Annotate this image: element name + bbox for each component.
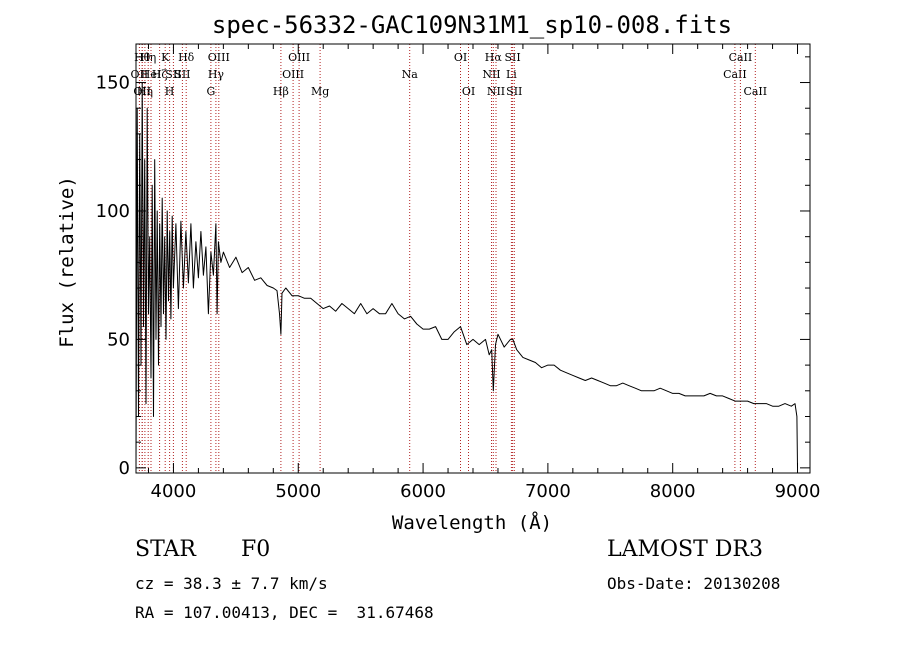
x-tick-label: 7000: [525, 481, 571, 502]
marker-label: SII: [174, 68, 190, 81]
marker-label: OIII: [282, 68, 304, 81]
marker-label: HeI: [141, 68, 161, 81]
line-markers: OIIHθOIIHηHηHeIHζKHSIIHδSIIGHγOIIIHβOIII…: [131, 44, 767, 473]
marker-label: OIII: [208, 51, 230, 64]
marker-label: Hη: [140, 51, 156, 64]
plot-frame: [135, 43, 811, 474]
marker-label: SII: [506, 85, 522, 98]
marker-label: OIII: [288, 51, 310, 64]
marker-label: Hζ: [152, 68, 168, 81]
marker-label: OI: [462, 85, 475, 98]
marker-label: Hβ: [273, 85, 289, 98]
marker-label: NII: [487, 85, 505, 98]
x-tick-label: 4000: [151, 481, 197, 502]
spectrum-series: [135, 82, 798, 468]
axis-ticks: 4000 5000 6000 7000 8000 9000 0 50 100 150: [96, 44, 821, 502]
x-tick-label: 8000: [650, 481, 696, 502]
marker-label: Li: [506, 68, 517, 81]
redshift-text: cz = 38.3 ± 7.7 km/s: [135, 574, 328, 593]
chart-title: spec-56332-GAC109N31M1_sp10-008.fits: [212, 11, 732, 39]
marker-label: Hγ: [208, 68, 225, 81]
marker-label: H: [165, 85, 175, 98]
y-tick-label: 100: [96, 201, 130, 222]
y-tick-label: 0: [119, 458, 130, 479]
marker-label: OII: [131, 68, 149, 81]
marker-label: K: [161, 51, 170, 64]
object-class: STAR: [135, 537, 196, 562]
x-tick-label: 6000: [400, 481, 446, 502]
marker-label: CaII: [743, 85, 767, 98]
marker-label: OI: [454, 51, 467, 64]
spectrum-line: [135, 82, 798, 468]
survey-label: LAMOST DR3: [607, 537, 763, 562]
marker-label: NII: [482, 68, 500, 81]
y-axis-label: Flux (relative): [56, 176, 78, 348]
marker-label: CaII: [723, 68, 747, 81]
object-subclass: F0: [241, 537, 271, 562]
y-tick-label: 150: [96, 73, 130, 94]
x-tick-label: 5000: [275, 481, 321, 502]
marker-label: SII: [165, 68, 181, 81]
marker-label: CaII: [729, 51, 753, 64]
x-tick-label: 9000: [775, 481, 821, 502]
y-tick-label: 50: [107, 329, 130, 350]
x-axis-label: Wavelength (Å): [392, 511, 552, 534]
coordinates-text: RA = 107.00413, DEC = 31.67468: [135, 603, 434, 622]
marker-label: Hα: [485, 51, 503, 64]
marker-label: Hη: [137, 85, 153, 98]
marker-label: Hθ: [134, 51, 151, 64]
marker-label: SII: [504, 51, 520, 64]
obs-date-text: Obs-Date: 20130208: [607, 574, 781, 593]
marker-label: Mg: [311, 85, 329, 98]
marker-label: Hδ: [178, 51, 195, 64]
marker-label: G: [207, 85, 216, 98]
marker-label: Na: [402, 68, 419, 81]
